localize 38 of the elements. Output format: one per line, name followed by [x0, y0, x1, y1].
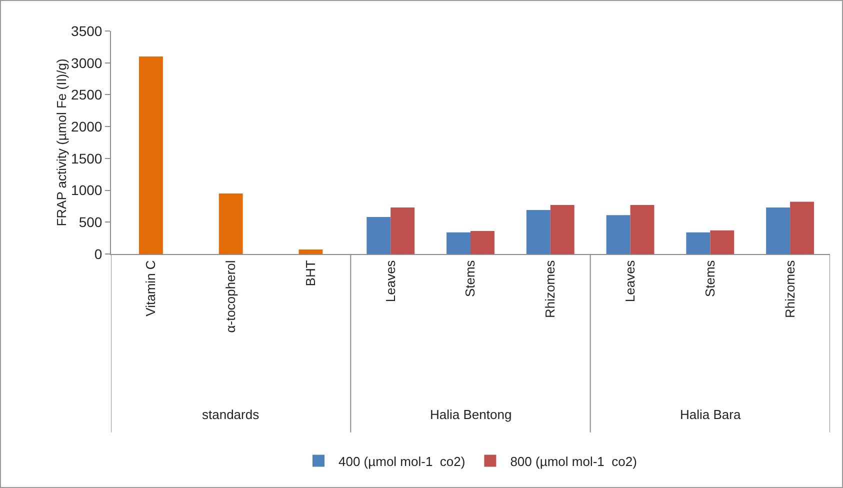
y-tick-label: 2000 [71, 118, 102, 134]
x-tick-label: Leaves [622, 260, 638, 302]
x-tick-label: Rhizomes [542, 260, 558, 318]
x-tick-label: Leaves [382, 260, 398, 302]
y-tick-label: 3000 [71, 54, 102, 71]
x-tick-label: Stems [702, 260, 718, 298]
y-tick-label: 1500 [71, 150, 102, 166]
bar [550, 204, 574, 254]
bar [686, 232, 710, 254]
bar [790, 202, 814, 254]
bar [766, 207, 790, 254]
x-tick-label: Stems [462, 260, 478, 298]
bar [470, 231, 494, 254]
bar [138, 56, 163, 254]
bar [218, 193, 243, 254]
y-tick-label: 1000 [71, 182, 102, 198]
bar [710, 230, 734, 254]
x-tick-label: α-tocopherol [223, 260, 238, 333]
text: standards [202, 407, 260, 422]
legend-label: 400 (µmol mol-1 co2) [338, 454, 466, 469]
bar [446, 232, 470, 254]
bar [526, 210, 550, 254]
text: Halia Bara [680, 407, 742, 422]
y-tick-label: 2500 [71, 86, 102, 103]
bar [366, 217, 391, 254]
x-tick-label: BHT [302, 260, 318, 286]
bar [298, 250, 323, 254]
legend-label: 800 (µmol mol-1 co2) [510, 454, 637, 469]
bar [606, 215, 630, 254]
y-axis-title: FRAP activity (µmol Fe (II)/g) [54, 58, 70, 226]
x-tick-label: Vitamin C [143, 260, 158, 316]
x-tick-label: Rhizomes [782, 260, 798, 318]
bar [390, 207, 415, 254]
y-tick-label: 0 [94, 246, 102, 262]
text: Halia Bentong [430, 407, 512, 422]
y-tick-label: 3500 [71, 22, 102, 39]
y-tick-label: 500 [78, 214, 102, 230]
bar [630, 204, 654, 254]
